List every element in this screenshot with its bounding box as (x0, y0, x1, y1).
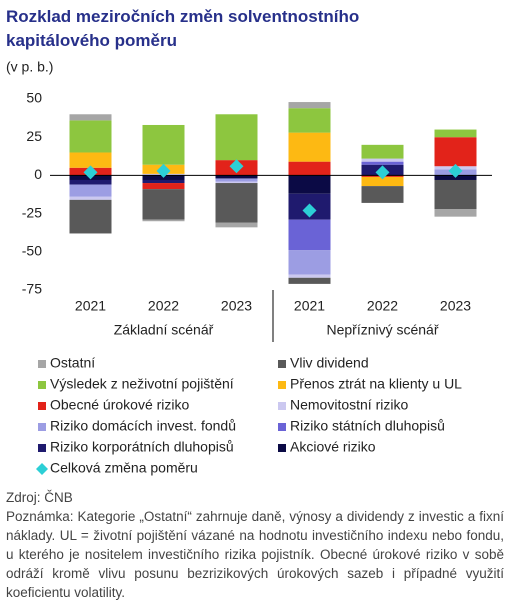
bar-segment (215, 183, 258, 223)
x-tick-label: 2022 (367, 298, 398, 314)
chart-title: Rozklad meziročních změn solventnostního… (6, 7, 359, 50)
bar-segment (215, 175, 258, 179)
y-tick-label: 25 (26, 128, 42, 144)
bar-segment (361, 144, 404, 159)
total-marker (302, 203, 317, 218)
bar-segment (434, 209, 477, 217)
bar-segment (142, 179, 185, 184)
legend-label: Nemovitostní riziko (290, 397, 408, 413)
bar-segment (69, 152, 112, 168)
note: Poznámka: Kategorie „Ostatní“ zahrnuje d… (6, 509, 504, 600)
legend-label: Riziko domácích invest. fondů (50, 418, 236, 434)
legend-label: Obecné úrokové riziko (50, 397, 190, 413)
legend-label: Vliv dividend (290, 355, 369, 371)
x-tick-label: 2021 (75, 298, 106, 314)
legend-swatch (36, 463, 48, 475)
bar-segment (142, 189, 185, 220)
x-tick-label: 2022 (148, 298, 179, 314)
bar-segment (288, 161, 331, 176)
y-tick-label: -25 (22, 204, 42, 220)
bar-segment (69, 196, 112, 200)
bar-segment (142, 183, 185, 190)
y-tick-label: 50 (26, 90, 42, 106)
legend-label: Ostatní (50, 355, 95, 371)
bar-segment (69, 179, 112, 185)
x-tick-label: 2021 (294, 298, 325, 314)
bar-segment (288, 219, 331, 251)
legend-swatch (38, 402, 46, 410)
bar-segment (288, 132, 331, 162)
x-tick-label: 2023 (440, 298, 471, 314)
y-tick-label: -75 (22, 281, 42, 297)
legend-swatch (278, 423, 286, 431)
bar-segment (361, 186, 404, 203)
bar-segment (288, 175, 331, 194)
legend-swatch (38, 381, 46, 389)
bar-segment (361, 158, 404, 162)
source: Zdroj: ČNB (6, 490, 73, 505)
legend-swatch (278, 444, 286, 452)
y-tick-label: 0 (34, 166, 42, 182)
total-marker (375, 165, 390, 180)
bar-segment (69, 120, 112, 153)
bar-segment (142, 124, 185, 165)
bar-segment (288, 102, 331, 109)
legend-label: Celková změna poměru (50, 460, 198, 476)
bar-segment (361, 176, 404, 187)
bar-segment (69, 114, 112, 121)
legend-swatch (278, 360, 286, 368)
bar-segment (215, 222, 258, 228)
total-marker (83, 165, 98, 180)
bar-segment (361, 161, 404, 165)
total-marker (448, 163, 463, 178)
bar-segment (288, 277, 331, 284)
legend-swatch (38, 444, 46, 452)
legend-label: Přenos ztrát na klienty u UL (290, 376, 462, 392)
legend-swatch (38, 423, 46, 431)
x-tick-label: 2023 (221, 298, 252, 314)
legend-swatch (278, 381, 286, 389)
total-marker (156, 163, 171, 178)
bar-segment (142, 219, 185, 222)
bar-segment (69, 199, 112, 234)
bar-segment (215, 114, 258, 161)
chart-subtitle: (v p. b.) (6, 59, 53, 75)
legend-label: Akciové riziko (290, 439, 376, 455)
bar-segment (215, 181, 258, 184)
group-label: Nepříznivý scénář (326, 322, 438, 338)
legend-swatch (278, 402, 286, 410)
chart: Rozklad meziročních změn solventnostního… (6, 7, 492, 476)
bar-segment (434, 179, 477, 210)
bar-segment (434, 129, 477, 138)
y-tick-label: -50 (22, 243, 42, 259)
bar-segment (69, 184, 112, 197)
legend-label: Výsledek z neživotní pojištění (50, 376, 234, 392)
bar-segment (288, 108, 331, 133)
group-label: Základní scénář (114, 322, 214, 338)
total-marker (229, 159, 244, 174)
legend-swatch (38, 360, 46, 368)
bar-segment (288, 250, 331, 275)
bar-segment (215, 178, 258, 182)
footer: Zdroj: ČNB Poznámka: Kategorie „Ostatní“… (6, 488, 504, 602)
bar-segment (434, 137, 477, 167)
legend-label: Riziko státních dluhopisů (290, 418, 445, 434)
legend-label: Riziko korporátních dluhopisů (50, 439, 234, 455)
bar-segment (288, 274, 331, 278)
